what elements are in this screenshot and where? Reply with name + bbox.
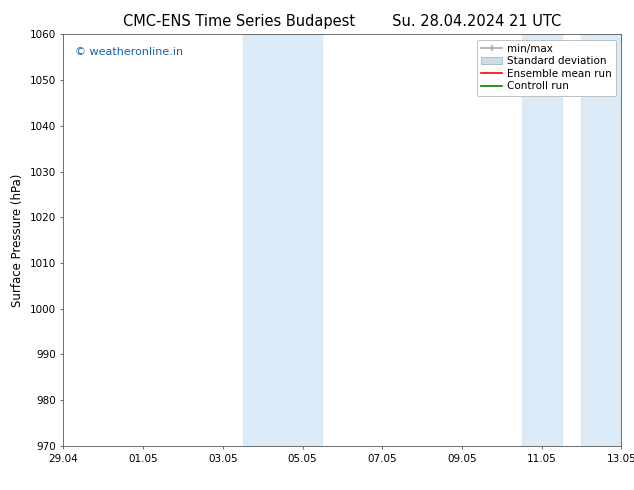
Bar: [243, 34, 323, 446]
Bar: [522, 34, 562, 446]
Y-axis label: Surface Pressure (hPa): Surface Pressure (hPa): [11, 173, 24, 307]
Title: CMC-ENS Time Series Budapest        Su. 28.04.2024 21 UTC: CMC-ENS Time Series Budapest Su. 28.04.2…: [123, 14, 562, 29]
Legend: min/max, Standard deviation, Ensemble mean run, Controll run: min/max, Standard deviation, Ensemble me…: [477, 40, 616, 96]
Bar: [581, 34, 621, 446]
Text: © weatheronline.in: © weatheronline.in: [75, 47, 183, 57]
